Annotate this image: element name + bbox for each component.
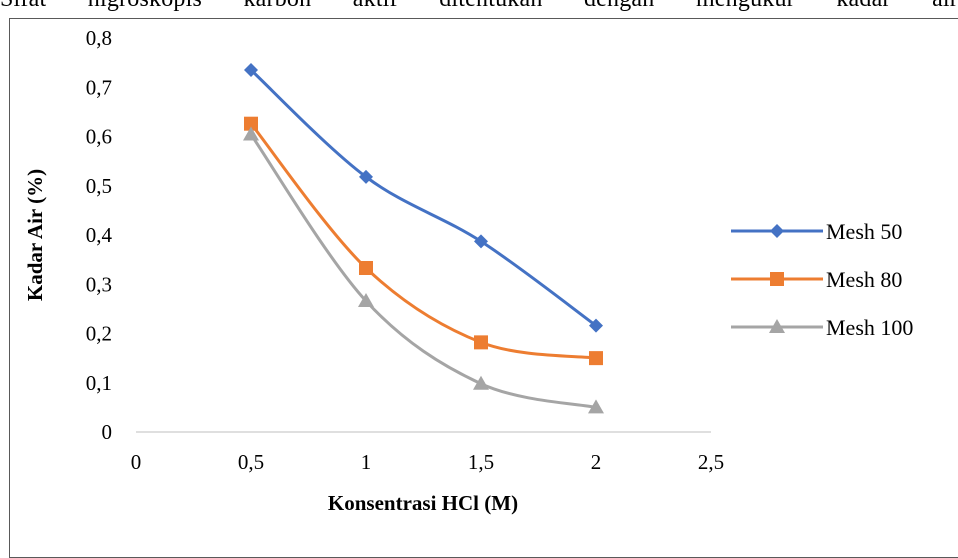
data-point-marker [359, 169, 373, 184]
series-layer [243, 63, 604, 414]
x-tick-label: 0 [131, 450, 142, 474]
x-tick-label: 2,5 [698, 450, 724, 474]
y-tick-label: 0,4 [86, 223, 113, 247]
legend-marker [770, 224, 784, 238]
series-mesh-100 [243, 126, 604, 414]
y-tick-label: 0 [102, 420, 113, 444]
x-tick-label: 1,5 [468, 450, 494, 474]
data-point-marker [474, 234, 488, 249]
data-point-marker [589, 351, 603, 366]
series-mesh-80 [244, 116, 603, 366]
y-tick-label: 0,2 [86, 322, 112, 346]
legend-label: Mesh 50 [826, 219, 902, 244]
legend-marker [770, 272, 784, 286]
data-point-marker [244, 63, 258, 78]
axes: 0 0,5 1 1,5 2 2,5 0 0,1 0,2 0,3 0,4 0,5 0,6 0,7 0,8 [86, 26, 724, 474]
legend: Mesh 50 Mesh 80 Mesh 100 [731, 219, 913, 340]
y-tick-label: 0,5 [86, 174, 112, 198]
legend-label: Mesh 100 [826, 315, 913, 340]
y-tick-label: 0,8 [86, 26, 112, 50]
data-point-marker [589, 318, 603, 333]
series-line [249, 122, 598, 360]
data-point-marker [588, 399, 604, 414]
series-mesh-50 [244, 63, 603, 333]
x-tick-label: 1 [361, 450, 372, 474]
y-tick-label: 0,7 [86, 75, 112, 99]
series-line [249, 133, 598, 409]
data-point-marker [244, 116, 258, 131]
legend-item: Mesh 100 [731, 315, 913, 340]
x-tick-label: 0,5 [238, 450, 264, 474]
data-point-marker [243, 126, 259, 141]
data-point-marker [359, 260, 373, 275]
legend-item: Mesh 50 [731, 219, 902, 244]
data-point-marker [473, 375, 489, 390]
document-caption-fragment: Sifat higroskopis karbon aktif ditentuka… [0, 0, 958, 12]
data-point-marker [358, 292, 374, 307]
data-point-marker [474, 335, 488, 350]
legend-label: Mesh 80 [826, 267, 902, 292]
series-line [249, 68, 598, 328]
x-tick-label: 2 [591, 450, 602, 474]
y-tick-label: 0,3 [86, 272, 112, 296]
y-axis-title: Kadar Air (%) [23, 169, 47, 301]
legend-item: Mesh 80 [731, 267, 902, 292]
y-tick-label: 0,6 [86, 125, 112, 149]
legend-marker [769, 319, 785, 333]
y-tick-label: 0,1 [86, 371, 112, 395]
x-axis-title: Konsentrasi HCl (M) [328, 491, 518, 515]
line-chart: 0 0,5 1 1,5 2 2,5 0 0,1 0,2 0,3 0,4 0,5 0,6 0,7 0,8 Me… [23, 26, 913, 515]
